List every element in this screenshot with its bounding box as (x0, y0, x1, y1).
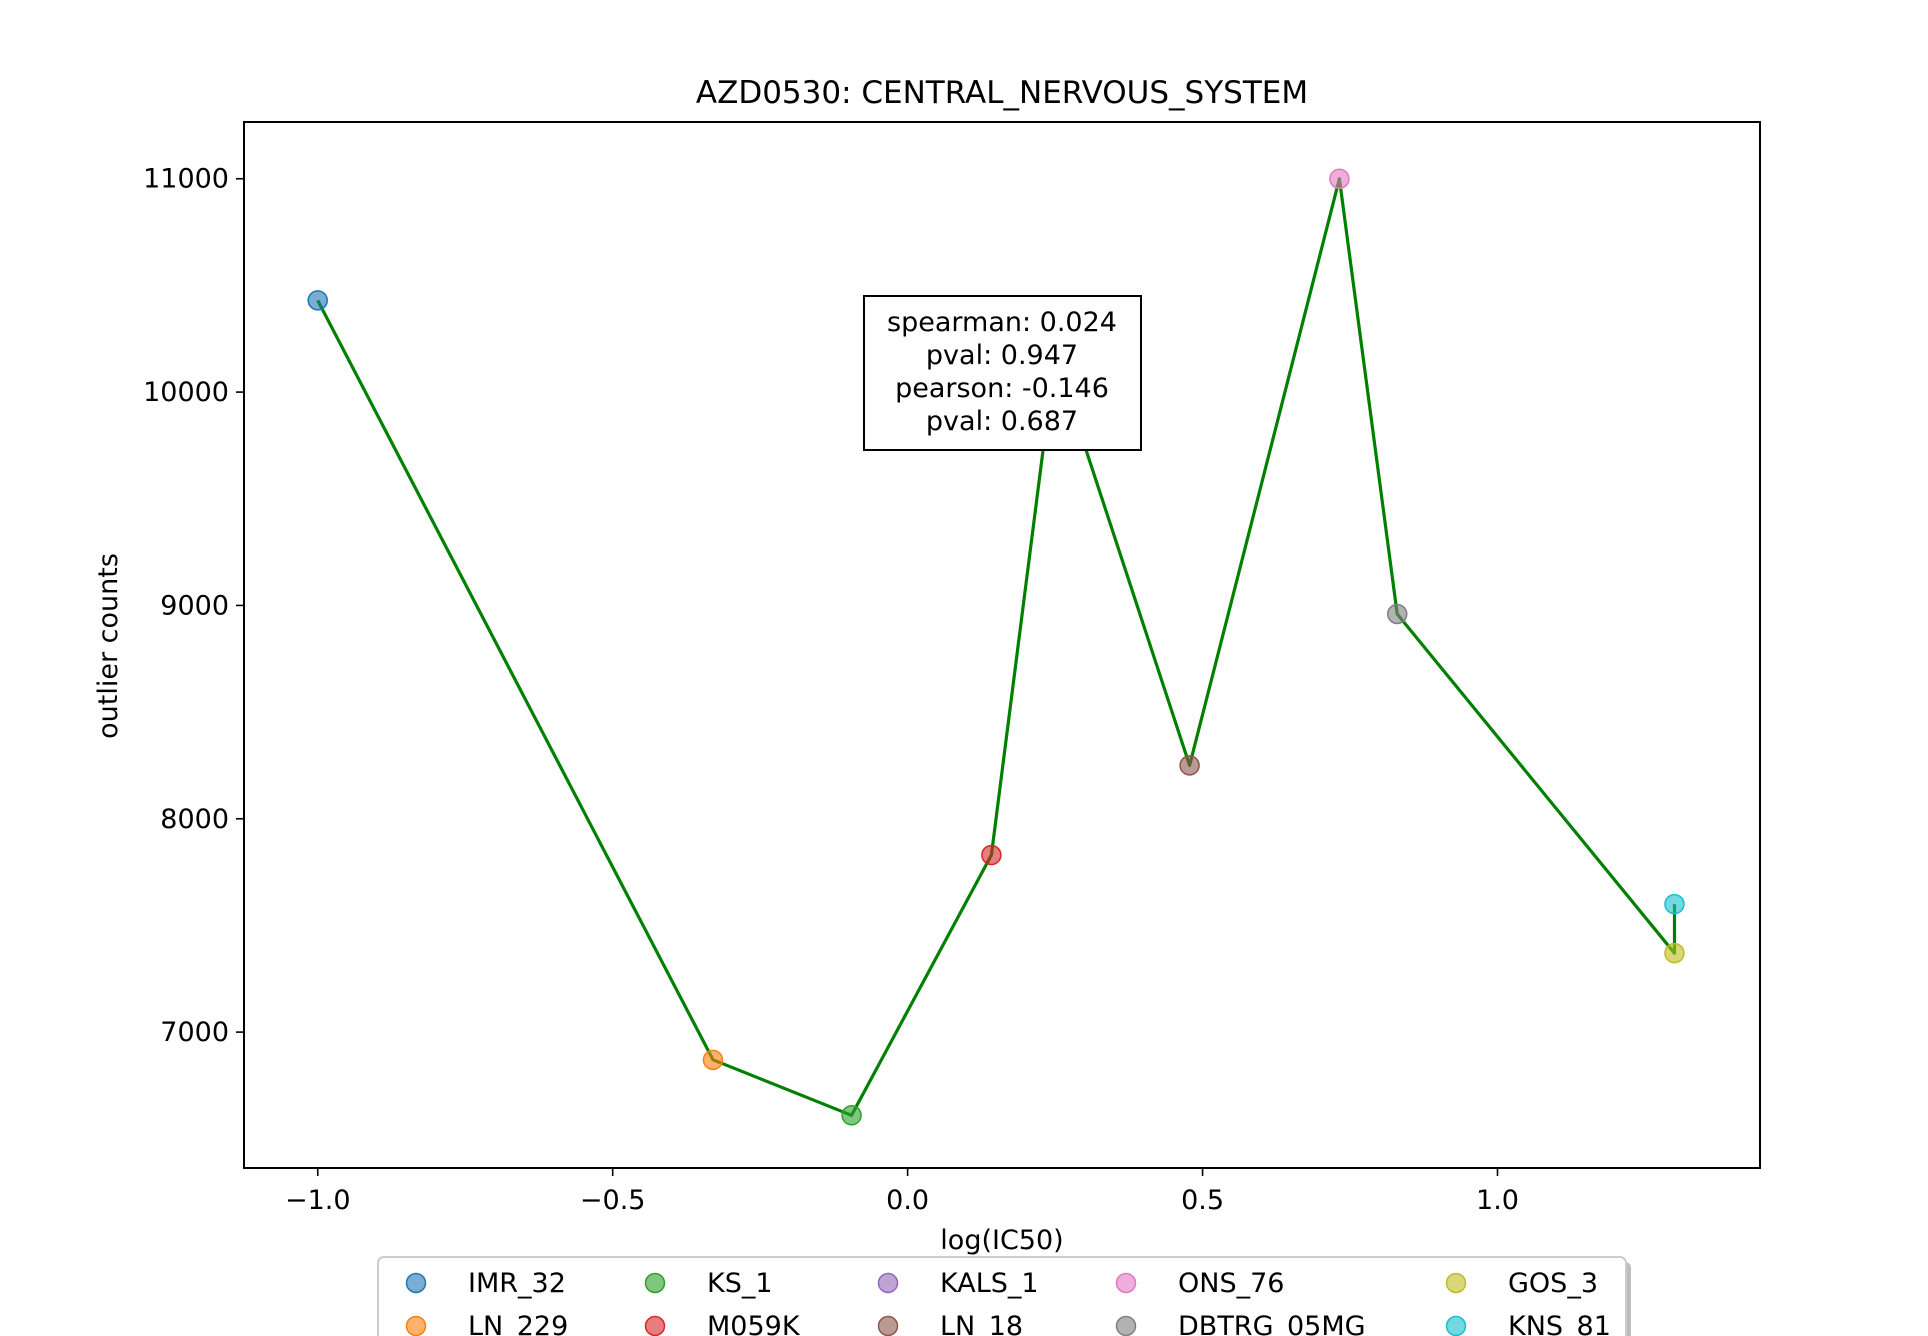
chart-title: AZD0530: CENTRAL_NERVOUS_SYSTEM (696, 75, 1308, 111)
x-tick-label: 0.0 (886, 1185, 929, 1216)
legend-label: ONS_76 (1178, 1268, 1284, 1299)
data-point-dbtrg-05mg (1386, 603, 1408, 625)
legend-label: LN_18 (940, 1311, 1023, 1336)
stats-pearson-pval: pval: 0.687 (926, 406, 1078, 437)
stats-pearson: pearson: -0.146 (895, 373, 1109, 404)
data-point-kns-81 (1664, 893, 1685, 915)
legend-frame (377, 1256, 1627, 1336)
plot-area: −1.0 −0.5 0.0 0.5 1.0 7000 8000 9000 10000 11000 (143, 121, 1761, 1216)
legend-marker (405, 1272, 427, 1294)
legend-label: DBTRG_05MG (1178, 1311, 1366, 1336)
legend-label: LN_229 (468, 1311, 568, 1336)
legend-marker (877, 1272, 899, 1294)
legend-label: IMR_32 (468, 1268, 566, 1299)
series-line (316, 177, 1677, 1117)
x-axis-label: log(IC50) (940, 1225, 1063, 1256)
stats-spearman-pval: pval: 0.947 (926, 340, 1078, 371)
legend-marker (1115, 1315, 1137, 1336)
legend-marker (1445, 1315, 1467, 1336)
x-tick-label: −0.5 (580, 1185, 646, 1216)
data-point-m059k (981, 844, 1002, 866)
legend-marker (877, 1315, 899, 1336)
legend-marker (644, 1272, 666, 1294)
data-point-imr-32 (307, 290, 328, 311)
legend-label: GOS_3 (1508, 1268, 1598, 1299)
y-tick-label: 11000 (143, 164, 229, 195)
x-axis: −1.0 −0.5 0.0 0.5 1.0 (285, 1168, 1519, 1216)
legend-marker (644, 1315, 666, 1336)
legend-marker (405, 1315, 427, 1336)
y-tick-label: 8000 (160, 804, 229, 835)
x-tick-label: 1.0 (1476, 1185, 1519, 1216)
legend-label: KNS_81 (1508, 1311, 1611, 1336)
stats-annotation: spearman: 0.024 pval: 0.947 pearson: -0.… (863, 295, 1142, 451)
data-point-ks-1 (841, 1105, 862, 1126)
data-point-ln-229 (702, 1049, 724, 1071)
y-tick-label: 7000 (160, 1017, 229, 1048)
x-tick-label: 0.5 (1181, 1185, 1224, 1216)
y-axis-label: outlier counts (93, 553, 124, 739)
data-points (307, 168, 1685, 1126)
stats-annotation-box (863, 295, 1142, 451)
legend-label: M059K (707, 1311, 801, 1336)
legend-label: KALS_1 (940, 1268, 1039, 1299)
legend-marker (1445, 1272, 1467, 1294)
stats-spearman: spearman: 0.024 (887, 307, 1117, 338)
plot-frame (243, 121, 1761, 1169)
x-tick-label: −1.0 (285, 1185, 351, 1216)
data-point-ln-18 (1179, 755, 1200, 776)
data-point-gos-3 (1664, 942, 1685, 964)
legend-marker (1115, 1272, 1137, 1294)
y-tick-label: 10000 (143, 377, 229, 408)
legend: IMR_32 LN_229 KS_1 M059K KALS_1 LN_18 ONS_76 DB… (377, 1256, 1631, 1336)
data-point-ons-76 (1329, 168, 1350, 189)
y-axis: 7000 8000 9000 10000 11000 (143, 164, 244, 1048)
y-tick-label: 9000 (160, 590, 229, 621)
legend-label: KS_1 (707, 1268, 773, 1299)
